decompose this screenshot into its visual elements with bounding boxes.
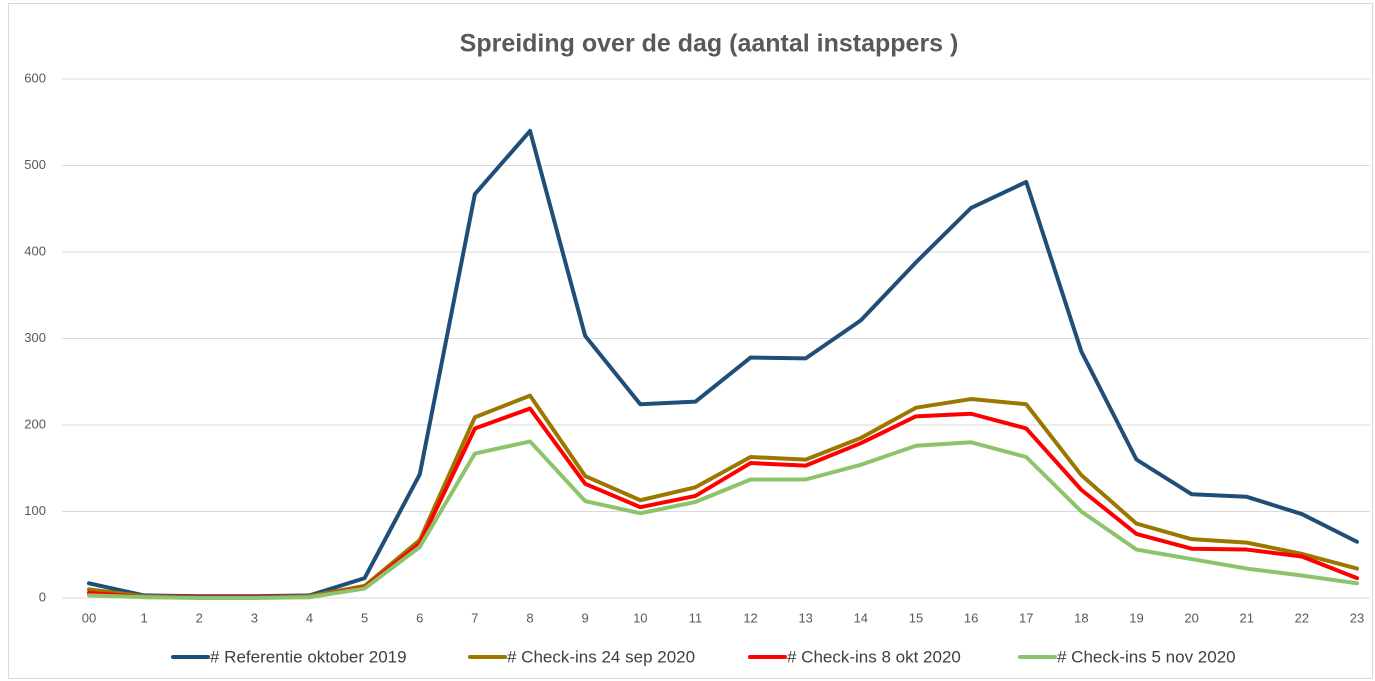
x-tick-label: 9 — [582, 610, 589, 625]
y-tick-label: 600 — [24, 70, 46, 85]
legend-label: # Check-ins 5 nov 2020 — [1057, 647, 1236, 666]
x-tick-label: 8 — [526, 610, 533, 625]
x-tick-label: 13 — [798, 610, 812, 625]
chart-frame — [8, 3, 1373, 679]
x-tick-label: 4 — [306, 610, 313, 625]
x-tick-label: 2 — [196, 610, 203, 625]
x-tick-label: 14 — [854, 610, 868, 625]
x-tick-label: 22 — [1295, 610, 1309, 625]
legend-label: # Check-ins 8 okt 2020 — [787, 647, 961, 666]
x-tick-label: 3 — [251, 610, 258, 625]
legend-label: # Check-ins 24 sep 2020 — [507, 647, 695, 666]
series-line — [87, 439, 1359, 600]
x-tick-label: 16 — [964, 610, 978, 625]
x-tick-label: 15 — [909, 610, 923, 625]
x-tick-label: 19 — [1129, 610, 1143, 625]
x-tick-label: 00 — [82, 610, 96, 625]
x-tick-label: 1 — [141, 610, 148, 625]
x-tick-label: 6 — [416, 610, 423, 625]
x-tick-label: 20 — [1184, 610, 1198, 625]
x-tick-label: 23 — [1350, 610, 1364, 625]
x-tick-label: 7 — [471, 610, 478, 625]
y-tick-label: 300 — [24, 330, 46, 345]
y-tick-label: 0 — [39, 589, 46, 604]
y-tick-label: 100 — [24, 503, 46, 518]
y-tick-label: 200 — [24, 416, 46, 431]
x-tick-label: 17 — [1019, 610, 1033, 625]
x-tick-label: 12 — [743, 610, 757, 625]
x-tick-label: 18 — [1074, 610, 1088, 625]
legend-label: # Referentie oktober 2019 — [210, 647, 407, 666]
x-tick-label: 11 — [689, 610, 703, 625]
x-tick-label: 5 — [361, 610, 368, 625]
x-tick-label: 21 — [1240, 610, 1254, 625]
y-tick-label: 400 — [24, 243, 46, 258]
y-tick-label: 500 — [24, 157, 46, 172]
x-tick-label: 10 — [633, 610, 647, 625]
chart-title: Spreiding over de dag (aantal instappers… — [460, 30, 959, 58]
